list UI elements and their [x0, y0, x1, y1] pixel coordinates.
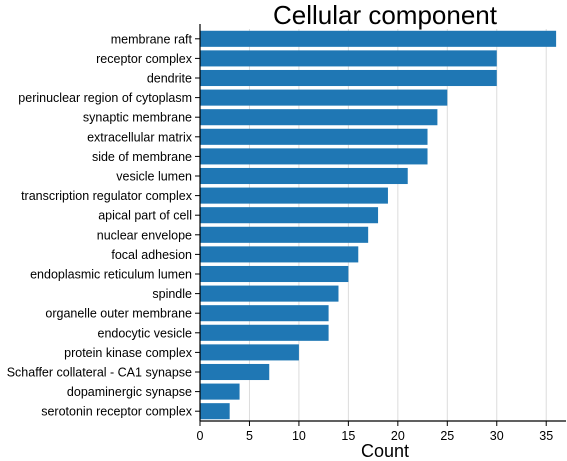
category-label: apical part of cell — [98, 209, 192, 223]
category-label: dendrite — [147, 72, 192, 86]
category-label: endoplasmic reticulum lumen — [30, 268, 192, 282]
bar — [200, 50, 497, 67]
bar — [200, 285, 339, 302]
x-tick-labels: 0 5 10 15 20 25 30 35 — [197, 429, 554, 443]
chart-title: Cellular component — [273, 0, 498, 30]
bar — [200, 207, 379, 224]
axes — [195, 24, 566, 426]
bar — [200, 324, 329, 341]
category-label: serotonin receptor complex — [41, 405, 193, 419]
bar — [200, 167, 408, 185]
grid-lines — [248, 29, 547, 421]
x-tick-label: 20 — [391, 429, 405, 443]
category-label: protein kinase complex — [64, 346, 193, 360]
category-label: side of membrane — [92, 150, 192, 164]
category-label: focal adhesion — [111, 248, 192, 262]
x-axis-label: Count — [361, 441, 409, 461]
x-tick-label: 5 — [246, 429, 253, 443]
bar — [200, 89, 448, 106]
category-label: organelle outer membrane — [45, 307, 192, 321]
bar — [200, 403, 230, 420]
category-label: Schaffer collateral - CA1 synapse — [7, 366, 192, 380]
category-label: nuclear envelope — [97, 228, 192, 242]
category-label: extracellular matrix — [87, 130, 193, 144]
category-label: synaptic membrane — [83, 111, 192, 125]
bar — [200, 30, 557, 47]
category-label: perinuclear region of cytoplasm — [18, 91, 192, 105]
category-label: receptor complex — [96, 52, 193, 66]
x-tick-label: 25 — [440, 429, 454, 443]
bar — [200, 128, 428, 145]
x-tick-label: 30 — [490, 429, 504, 443]
bar — [200, 109, 438, 126]
bar — [200, 363, 270, 381]
category-label: vesicle lumen — [116, 170, 192, 184]
x-tick-label: 15 — [341, 429, 355, 443]
bars — [200, 30, 557, 420]
category-label: dopaminergic synapse — [67, 385, 192, 399]
bar — [200, 148, 428, 165]
x-tick-label: 10 — [292, 429, 306, 443]
x-tick-label: 35 — [539, 429, 553, 443]
bar — [200, 265, 349, 283]
bar — [200, 344, 299, 361]
bar — [200, 69, 497, 87]
category-label: transcription regulator complex — [21, 189, 193, 203]
category-labels: membrane raft receptor complex dendrite per… — [7, 32, 193, 418]
bar — [200, 187, 388, 204]
category-label: spindle — [152, 287, 192, 301]
bar — [200, 383, 240, 400]
bar — [200, 305, 329, 322]
bar — [200, 246, 359, 263]
bar — [200, 226, 369, 243]
category-label: endocytic vesicle — [98, 326, 193, 340]
category-label: membrane raft — [111, 32, 193, 46]
x-tick-label: 0 — [197, 429, 204, 443]
